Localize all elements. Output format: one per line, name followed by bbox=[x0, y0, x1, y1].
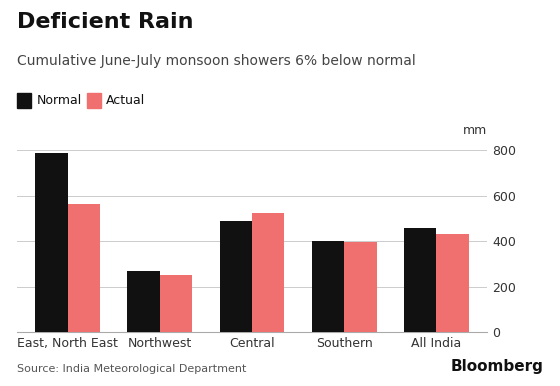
Text: Actual: Actual bbox=[106, 94, 146, 107]
Text: Bloomberg: Bloomberg bbox=[450, 359, 543, 374]
Text: Deficient Rain: Deficient Rain bbox=[17, 12, 193, 32]
Bar bbox=[35, 152, 68, 332]
Bar bbox=[160, 275, 192, 332]
Bar bbox=[252, 213, 284, 332]
Bar bbox=[220, 221, 252, 332]
Bar bbox=[436, 234, 469, 332]
Text: Normal: Normal bbox=[36, 94, 82, 107]
Bar bbox=[404, 227, 436, 332]
Bar bbox=[344, 242, 376, 332]
Bar bbox=[68, 204, 100, 332]
Bar bbox=[312, 241, 344, 332]
Text: Cumulative June-July monsoon showers 6% below normal: Cumulative June-July monsoon showers 6% … bbox=[17, 54, 416, 68]
Text: Source: India Meteorological Department: Source: India Meteorological Department bbox=[17, 364, 246, 374]
Bar bbox=[128, 271, 160, 332]
Text: mm: mm bbox=[463, 124, 487, 137]
